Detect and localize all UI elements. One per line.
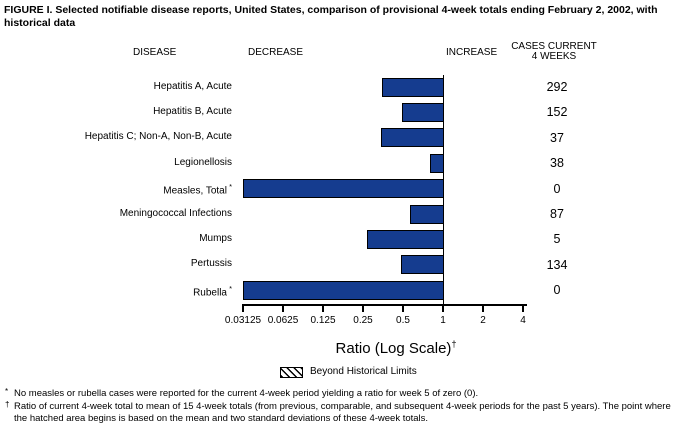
axis-tick (322, 305, 324, 312)
cases-count: 0 (553, 181, 561, 196)
cases-count: 87 (550, 207, 564, 221)
column-header-cases-line2: 4 WEEKS (531, 50, 577, 62)
disease-label: Hepatitis A, Acute (0, 81, 232, 92)
axis-tick-label: 0.5 (396, 315, 410, 326)
axis-tick (402, 305, 404, 312)
disease-label-text: Hepatitis A, Acute (153, 80, 232, 92)
axis-tick (482, 305, 484, 312)
disease-label: Legionellosis (0, 157, 232, 168)
footnote-dagger-text: Ratio of current 4-week total to mean of… (14, 401, 671, 425)
disease-label: Pertussis (0, 258, 232, 269)
cases-count: 152 (546, 105, 568, 120)
axis-tick (282, 305, 284, 312)
x-axis-title-dagger: † (451, 339, 457, 349)
x-axis-line (242, 304, 527, 306)
disease-label: Rubella * (0, 284, 232, 298)
legend-hatched-swatch (280, 367, 303, 378)
disease-label-text: Measles, Total (163, 185, 227, 197)
x-axis-title-text: Ratio (Log Scale) (335, 340, 452, 357)
cases-count: 37 (550, 130, 564, 145)
footnote-asterisk-text: No measles or rubella cases were reporte… (14, 388, 479, 399)
ratio-bar (400, 255, 444, 275)
ratio-bar (380, 128, 444, 148)
ratio-bar (401, 102, 444, 122)
disease-footnote-marker: * (226, 182, 232, 192)
legend-label: Beyond Historical Limits (310, 366, 417, 377)
axis-tick (522, 305, 524, 312)
disease-label: Meningococcal Infections (0, 208, 232, 219)
axis-tick (362, 305, 364, 312)
axis-tick (442, 305, 444, 312)
disease-label-text: Pertussis (190, 258, 232, 270)
column-header-increase: INCREASE (446, 47, 498, 58)
disease-label-text: Hepatitis B, Acute (153, 105, 232, 117)
footnote-asterisk-marker: * (5, 387, 9, 396)
column-header-decrease: DECREASE (248, 47, 304, 58)
disease-label-text: Meningococcal Infections (119, 207, 232, 219)
footnote-dagger: † Ratio of current 4-week total to mean … (5, 400, 681, 426)
ratio-bar (243, 280, 444, 300)
x-axis-title: Ratio (Log Scale)† (296, 339, 496, 357)
disease-label-text: Mumps (199, 232, 232, 244)
footnote-asterisk: * No measles or rubella cases were repor… (5, 387, 681, 400)
axis-tick-label: 0.03125 (224, 315, 262, 326)
cases-count: 292 (546, 80, 568, 94)
column-header-disease: DISEASE (133, 47, 177, 58)
disease-label: Measles, Total * (0, 182, 232, 196)
baseline-ratio-1-line (442, 75, 444, 306)
axis-tick-label: 0.0625 (267, 315, 299, 326)
axis-tick-label: 4 (520, 315, 526, 326)
disease-footnote-marker: * (226, 283, 232, 293)
axis-tick-label: 0.25 (353, 315, 373, 326)
axis-tick (242, 305, 244, 312)
ratio-bar (243, 179, 444, 199)
disease-label-text: Rubella (193, 287, 227, 299)
column-header-cases: CASES CURRENT 4 WEEKS (504, 42, 604, 61)
disease-label: Mumps (0, 233, 232, 244)
footnote-dagger-marker: † (5, 400, 10, 409)
cases-count: 5 (553, 232, 561, 247)
figure-title: FIGURE I. Selected notifiable disease re… (4, 4, 658, 29)
disease-label: Hepatitis B, Acute (0, 106, 232, 117)
disease-label: Hepatitis C; Non-A, Non-B, Acute (0, 131, 232, 142)
column-header-cases-line1: CASES CURRENT (511, 41, 597, 52)
disease-label-text: Hepatitis C; Non-A, Non-B, Acute (84, 131, 232, 143)
disease-label-text: Legionellosis (174, 156, 232, 168)
axis-tick-label: 0.125 (310, 315, 336, 326)
cases-count: 0 (553, 283, 561, 298)
cases-count: 134 (546, 257, 568, 272)
ratio-bar (367, 229, 444, 249)
cases-count: 38 (550, 156, 564, 171)
axis-tick-label: 1 (440, 315, 446, 326)
ratio-bar (409, 204, 444, 224)
ratio-bar (382, 77, 444, 97)
axis-tick-label: 2 (480, 315, 486, 326)
